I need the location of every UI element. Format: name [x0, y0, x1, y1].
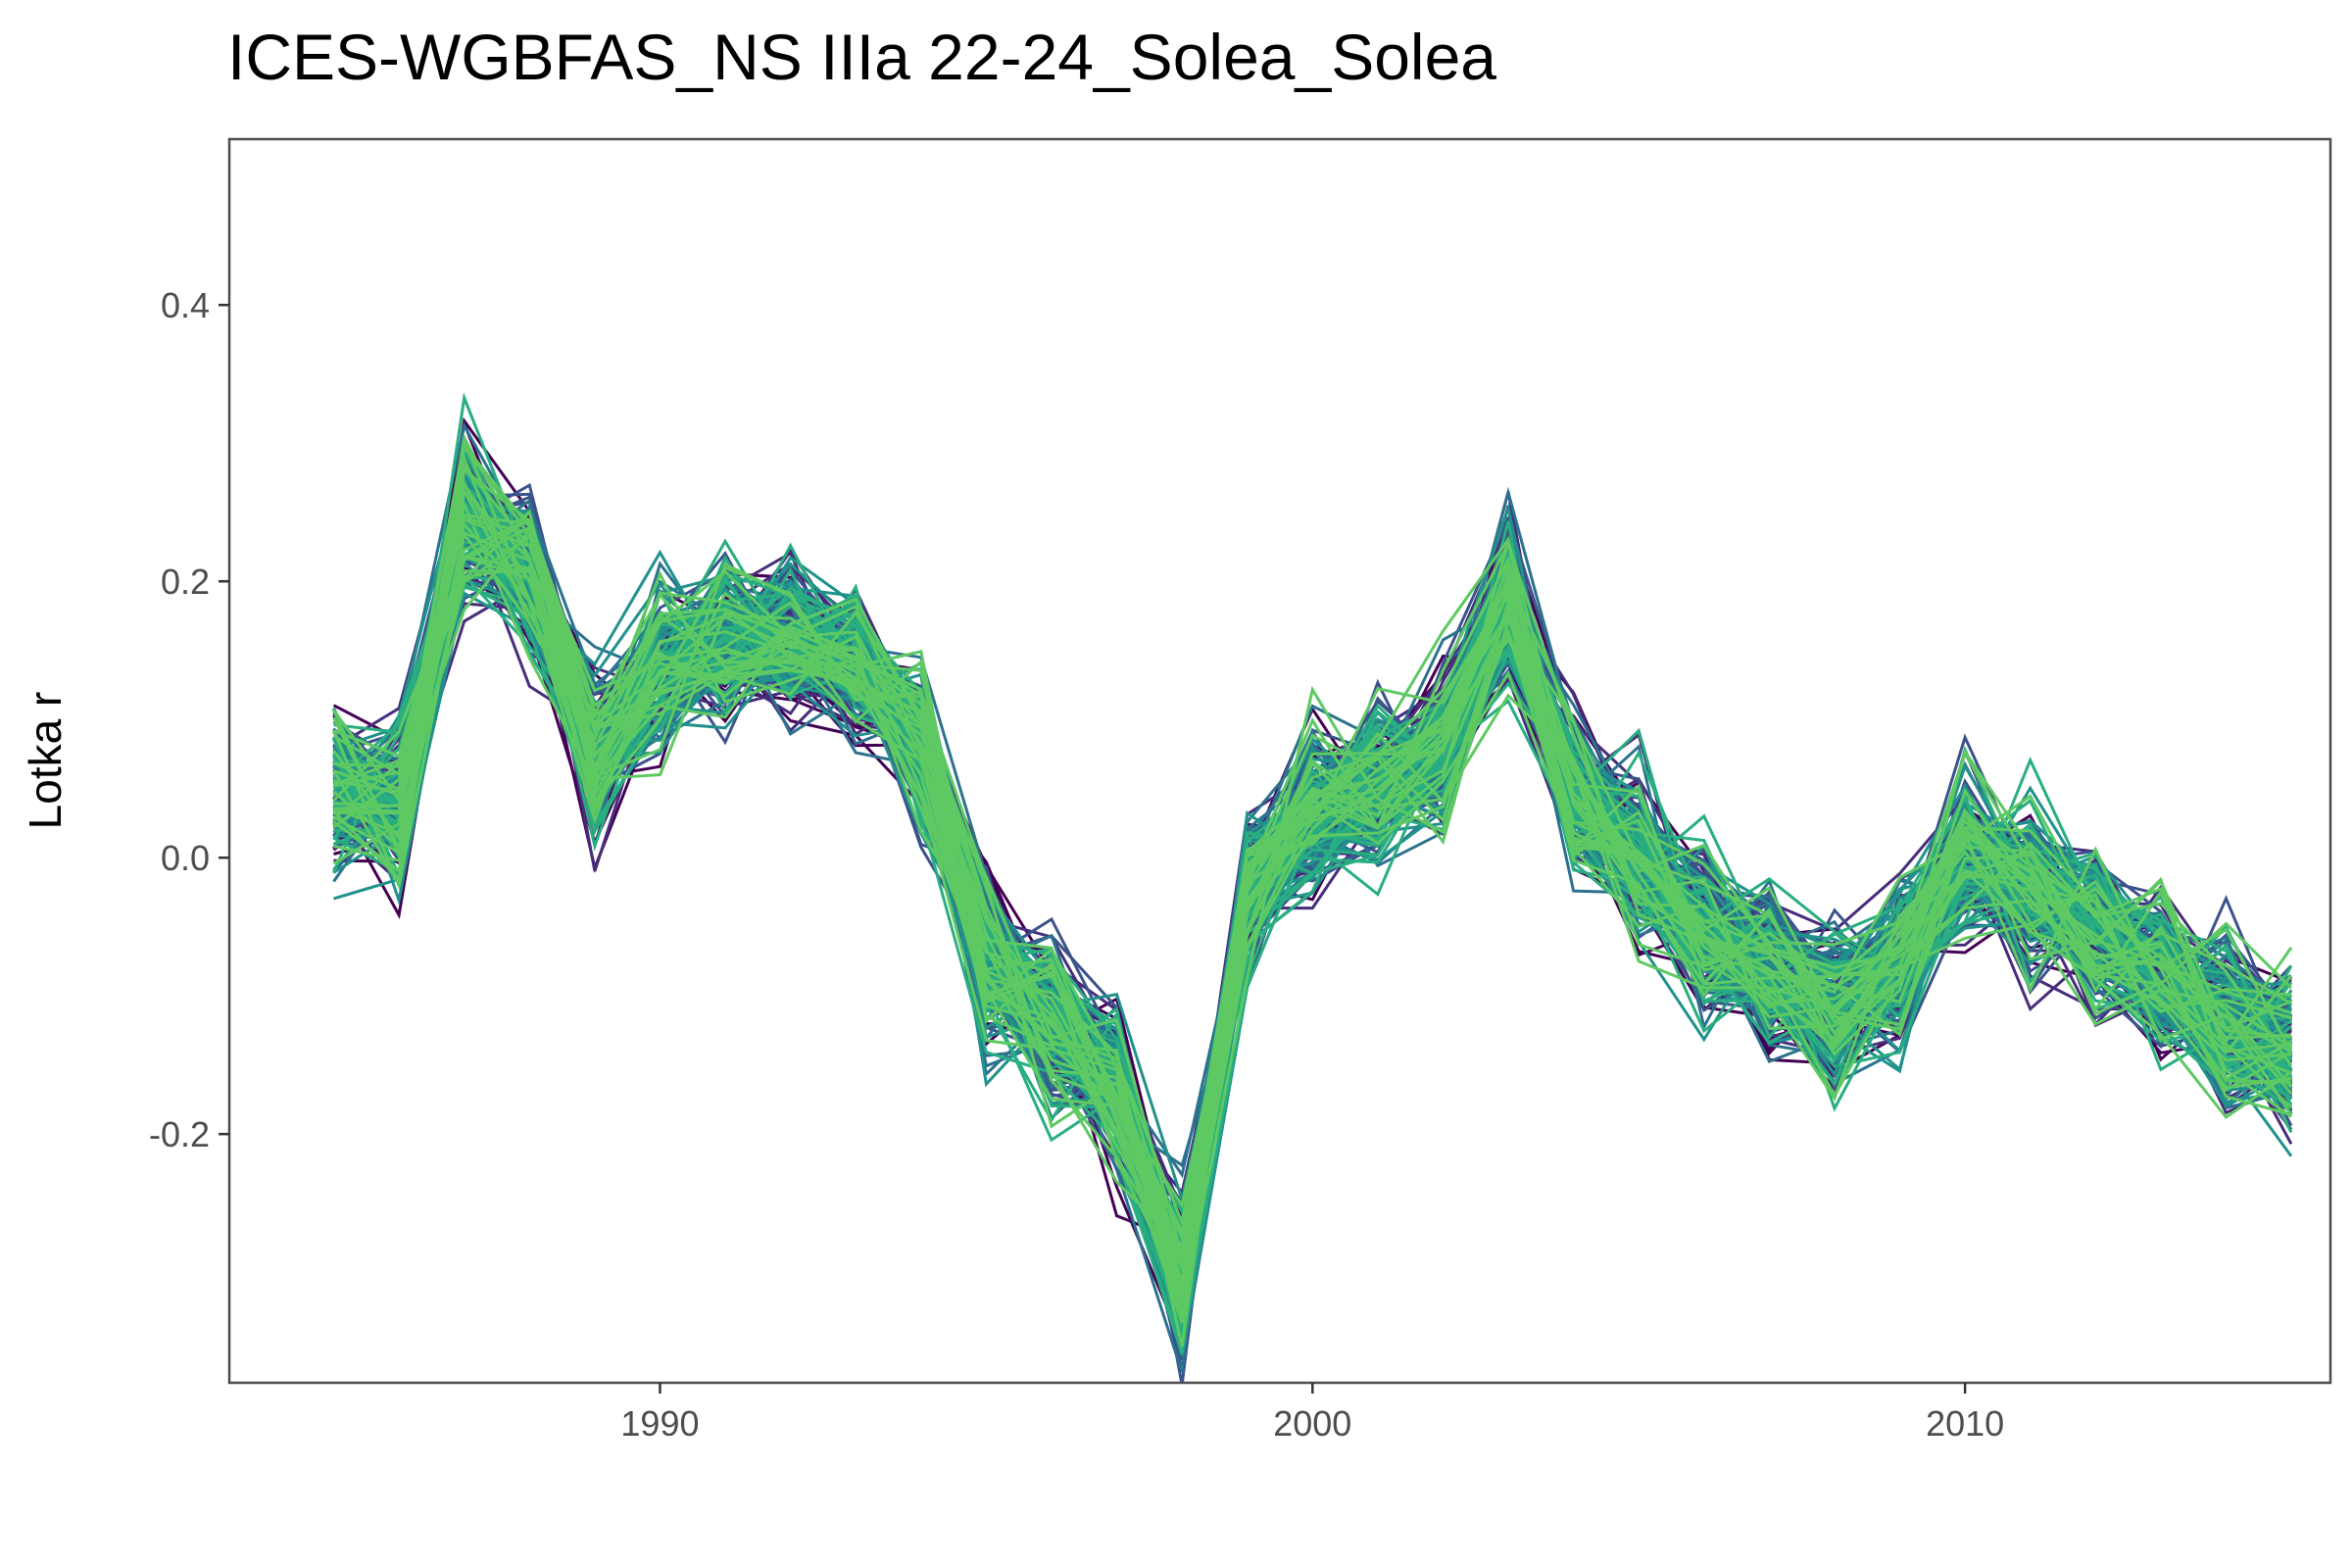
y-axis: -0.2 0.0 0.2 0.4 — [149, 285, 229, 1154]
series-line — [332, 516, 2292, 1237]
series-line — [332, 569, 2292, 1273]
series-line — [332, 461, 2293, 1330]
y-tick-label: 0.4 — [161, 285, 210, 325]
series-line — [333, 435, 2292, 1324]
series-line — [332, 480, 2292, 1243]
series-lines — [332, 392, 2293, 1383]
x-tick-label: 1990 — [620, 1403, 699, 1444]
x-tick-label: 2000 — [1273, 1403, 1351, 1444]
series-line — [333, 523, 2293, 1344]
series-line — [332, 486, 2292, 1271]
y-tick-label: 0.2 — [161, 562, 210, 602]
series-line — [333, 433, 2293, 1295]
plot-panel-border — [227, 137, 2332, 1385]
x-tick-label: 2010 — [1926, 1403, 2004, 1444]
y-tick-label: -0.2 — [149, 1114, 210, 1154]
series-line — [333, 509, 2292, 1313]
series-line — [332, 530, 2292, 1288]
y-axis-label: Lotka r — [20, 692, 71, 830]
series-line — [333, 555, 2292, 1256]
y-tick-label: 0.0 — [161, 838, 210, 878]
chart-title: ICES-WGBFAS_NS IIIa 22-24_Solea_Solea — [227, 21, 1496, 93]
x-axis: 1990 2000 2010 — [620, 1383, 2004, 1444]
